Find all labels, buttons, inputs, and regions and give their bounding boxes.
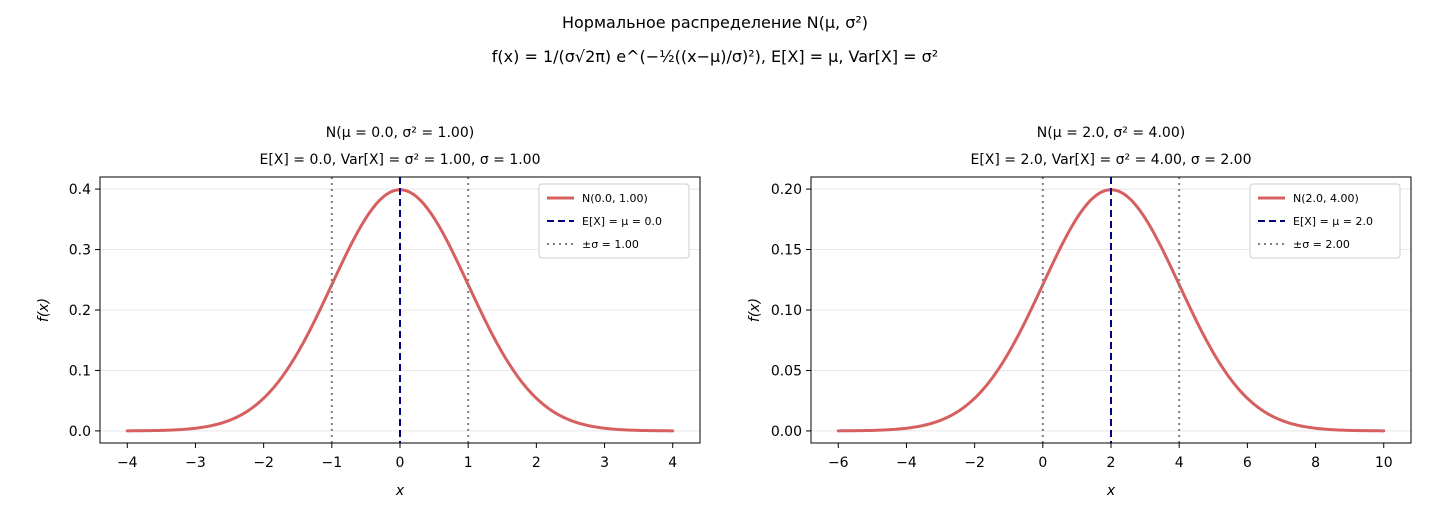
x-tick-label: −6	[828, 455, 849, 471]
y-tick-label: 0.00	[771, 424, 802, 440]
chart-subtitle: E[X] = 0.0, Var[X] = σ² = 1.00, σ = 1.00	[260, 152, 541, 168]
y-tick-label: 0.15	[771, 243, 802, 259]
y-tick-label: 0.05	[771, 363, 802, 379]
x-tick-label: 6	[1243, 455, 1252, 471]
x-axis-label: x	[1106, 483, 1116, 499]
x-tick-label: 0	[1038, 455, 1047, 471]
x-axis-label: x	[395, 483, 405, 499]
x-tick-label: 4	[1175, 455, 1184, 471]
x-tick-label: 10	[1375, 455, 1393, 471]
y-tick-label: 0.4	[69, 182, 91, 198]
y-tick-label: 0.0	[69, 424, 91, 440]
chart-2: N(μ = 2.0, σ² = 4.00) E[X] = 2.0, Var[X] …	[747, 125, 1412, 499]
legend-box	[538, 183, 690, 259]
chart-1: N(μ = 0.0, σ² = 1.00) E[X] = 0.0, Var[X] …	[36, 125, 701, 499]
x-tick-label: 2	[532, 455, 541, 471]
figure-title: Нормальное распределение N(μ, σ²)	[562, 13, 868, 32]
x-tick-label: 0	[396, 455, 405, 471]
x-tick-label: −4	[896, 455, 917, 471]
y-tick-label: 0.2	[69, 303, 91, 319]
x-tick-label: −4	[117, 455, 138, 471]
legend-text: E[X] = μ = 0.0	[582, 215, 662, 228]
y-axis-label: f(x)	[747, 298, 763, 322]
chart-title: N(μ = 0.0, σ² = 1.00)	[326, 125, 474, 141]
figure-formula: f(x) = 1/(σ√2π) e^(−½((x−μ)/σ)²), E[X] =…	[492, 47, 938, 66]
legend-text: ±σ = 1.00	[582, 238, 639, 251]
legend-text: N(0.0, 1.00)	[582, 192, 648, 205]
x-tick-label: −3	[185, 455, 206, 471]
x-tick-label: 8	[1311, 455, 1320, 471]
x-tick-label: 4	[668, 455, 677, 471]
legend-text: N(2.0, 4.00)	[1293, 192, 1359, 205]
y-tick-label: 0.1	[69, 363, 91, 379]
y-tick-label: 0.3	[69, 243, 91, 259]
y-tick-label: 0.20	[771, 182, 802, 198]
chart-title: N(μ = 2.0, σ² = 4.00)	[1037, 125, 1185, 141]
y-tick-label: 0.10	[771, 303, 802, 319]
legend-box	[1249, 183, 1401, 259]
legend-text: E[X] = μ = 2.0	[1293, 215, 1373, 228]
chart-subtitle: E[X] = 2.0, Var[X] = σ² = 4.00, σ = 2.00	[971, 152, 1252, 168]
x-tick-label: −1	[321, 455, 342, 471]
x-tick-label: 3	[600, 455, 609, 471]
x-tick-label: −2	[253, 455, 274, 471]
x-tick-label: 2	[1107, 455, 1116, 471]
x-tick-label: −2	[964, 455, 985, 471]
legend-text: ±σ = 2.00	[1293, 238, 1350, 251]
x-tick-label: 1	[464, 455, 473, 471]
y-axis-label: f(x)	[36, 298, 52, 322]
